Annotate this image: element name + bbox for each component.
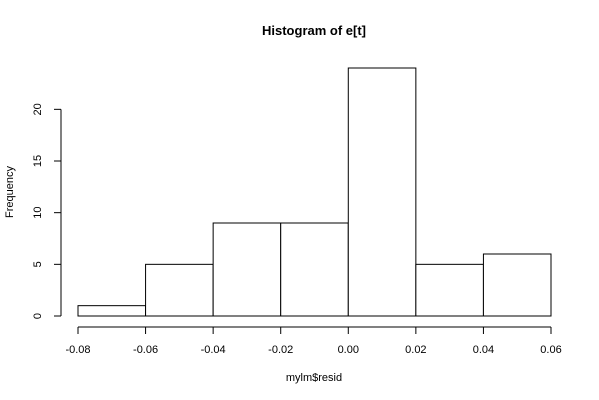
histogram-bar-2 bbox=[212, 222, 282, 317]
x-tick-label: -0.04 bbox=[201, 344, 226, 356]
x-tick-label: -0.02 bbox=[268, 344, 293, 356]
histogram-bar-5 bbox=[415, 263, 484, 317]
x-axis: -0.08 -0.06 -0.04 -0.02 0.00 0.02 0.04 0.06 bbox=[65, 326, 562, 356]
y-tick-label: 0 bbox=[32, 313, 44, 319]
histogram-bar-3 bbox=[280, 222, 349, 317]
histogram-bar-1 bbox=[145, 263, 214, 317]
x-tick-label: 0.02 bbox=[405, 344, 426, 356]
y-axis-label: Frequency bbox=[4, 166, 16, 218]
y-tick-label: 20 bbox=[32, 103, 44, 115]
x-tick-label: -0.08 bbox=[65, 344, 90, 356]
x-tick-label: 0.04 bbox=[473, 344, 494, 356]
x-axis-label: mylm$resid bbox=[286, 372, 342, 384]
bars-group bbox=[77, 67, 552, 317]
y-tick-label: 15 bbox=[32, 155, 44, 167]
histogram-bar-6 bbox=[482, 253, 552, 317]
chart-title: Histogram of e[t] bbox=[262, 23, 366, 38]
x-tick-label: 0.00 bbox=[338, 344, 359, 356]
x-tick-label: 0.06 bbox=[540, 344, 561, 356]
histogram-bar-4 bbox=[347, 67, 417, 317]
histogram-bar-0 bbox=[77, 305, 147, 317]
y-tick-label: 5 bbox=[32, 261, 44, 267]
x-tick-label: -0.06 bbox=[133, 344, 158, 356]
y-tick-label: 10 bbox=[32, 207, 44, 219]
y-axis: 0 5 10 15 20 bbox=[32, 103, 62, 319]
